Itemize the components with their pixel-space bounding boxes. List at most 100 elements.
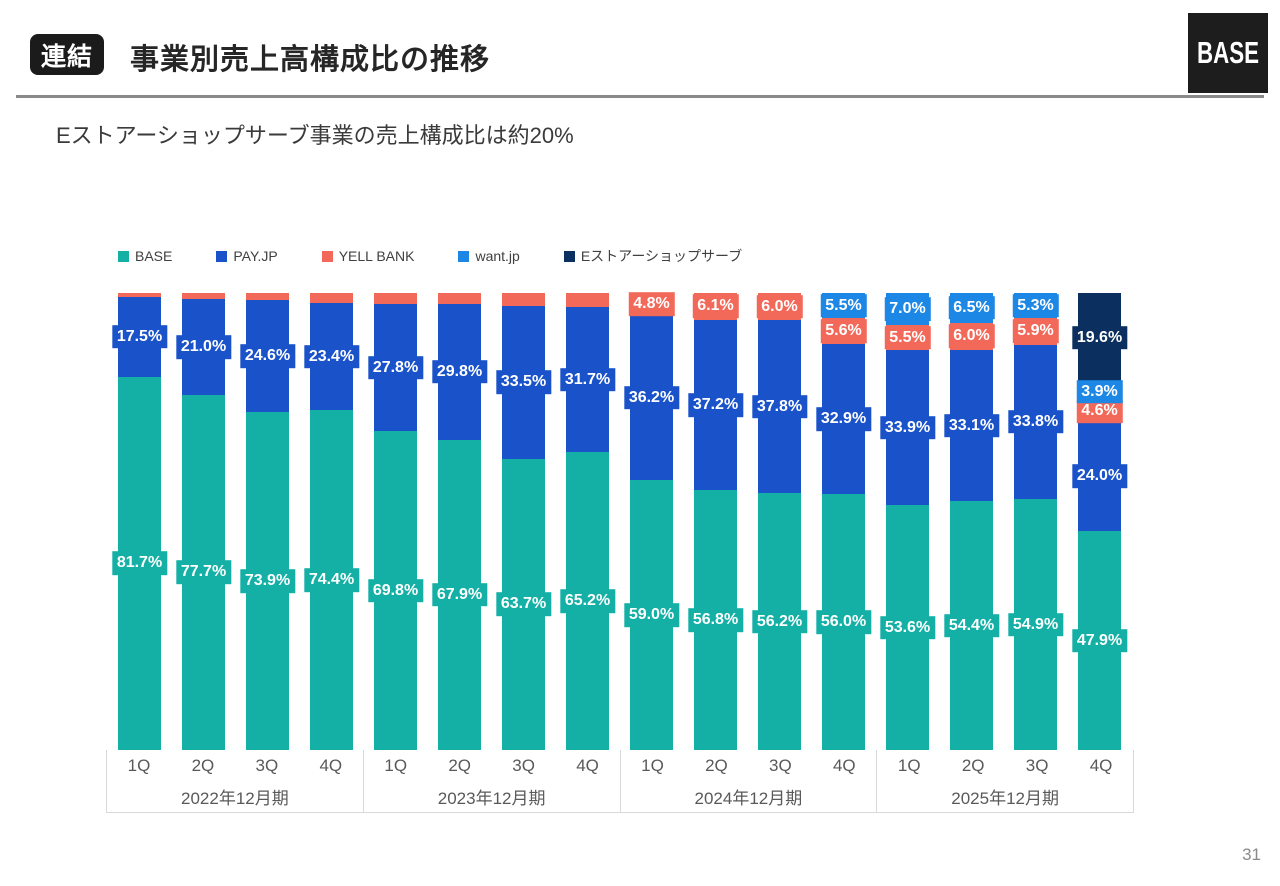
bar-4q-2023年12月期: 65.2% 31.7% (559, 293, 616, 750)
axis-label-2q-2022年12月期: 2Q (191, 755, 215, 775)
segment-base: 56.2% (751, 493, 808, 750)
bar-1q-2022年12月期: 81.7% 17.5% (111, 293, 168, 750)
value-label-base: 63.7% (495, 592, 552, 617)
value-label-want-jp: 6.5% (948, 296, 995, 320)
segment-want-jp: 3.9% (1076, 379, 1123, 404)
segment-base: 69.8% (367, 431, 424, 750)
value-label-yell-bank: 6.0% (948, 324, 995, 349)
segment-base: 74.4% (303, 410, 360, 750)
legend-label-want-jp: want.jp (475, 248, 520, 264)
legend-label-e-store-shopserve: Eストアーショップサーブ (580, 248, 743, 264)
consolidated-badge: 連結 (30, 34, 104, 75)
segment-pay-jp: 32.9% (815, 343, 872, 495)
bar-4q-2025年12月期: 47.9% 24.0% 4.6% 3.9% 19.6% (1071, 293, 1128, 750)
segment-yell-bank: 6.0% (756, 293, 803, 321)
legend-color-chip-pay-jp (216, 250, 228, 262)
segment-pay-jp: 37.2% (687, 320, 744, 491)
segment-pay-jp: 37.8% (751, 320, 808, 494)
axis-label-2q-2023年12月期: 2Q (448, 755, 471, 775)
legend-item-pay-jp: PAY.JP (216, 248, 278, 264)
value-label-pay-jp: 27.8% (367, 355, 424, 380)
segment-pay-jp: 33.8% (1007, 344, 1064, 500)
value-label-yell-bank: 5.6% (820, 319, 867, 343)
segment-base: 65.2% (559, 452, 616, 750)
value-label-base: 59.0% (623, 603, 680, 627)
axis-quarter-row-2024年12月期: 1Q 2Q 3Q 4Q (621, 750, 877, 781)
axis-label-1q-2023年12月期: 1Q (384, 755, 408, 775)
segment-pay-jp: 36.2% (623, 314, 680, 481)
axis-year-label-2025年12月期: 2025年12月期 (951, 789, 1059, 809)
axis-label-3q-2025年12月期: 3Q (1025, 755, 1049, 775)
x-axis: 1Q 2Q 3Q 4Q 2022年12月期 1Q 2Q 3Q 4Q 2023年12月期 1Q 2Q 3Q… (106, 750, 1134, 813)
header-divider (16, 95, 1264, 98)
value-label-yell-bank: 5.9% (1012, 319, 1059, 343)
value-label-yell-bank: 6.1% (692, 294, 739, 319)
legend-item-base: BASE (118, 248, 172, 264)
axis-label-1q-2024年12月期: 1Q (641, 755, 664, 775)
value-label-pay-jp: 33.9% (879, 415, 936, 440)
segment-yell-bank: 5.9% (1012, 317, 1059, 345)
segment-pay-jp: 24.6% (239, 299, 296, 413)
page-title: 事業別売上高構成比の推移 (130, 44, 491, 76)
base-logo: BASE (1188, 13, 1268, 93)
value-label-base: 73.9% (239, 569, 296, 593)
segment-yell-bank (566, 293, 609, 308)
value-label-pay-jp: 37.2% (687, 393, 744, 418)
value-label-yell-bank: 4.8% (628, 292, 675, 316)
value-label-base: 56.2% (751, 609, 808, 634)
axis-quarter-row-2025年12月期: 1Q 2Q 3Q 4Q (877, 750, 1133, 781)
axis-year-label-2023年12月期: 2023年12月期 (437, 789, 546, 809)
value-label-pay-jp: 24.6% (239, 344, 296, 368)
segment-base: 47.9% (1071, 531, 1128, 750)
value-label-pay-jp: 29.8% (431, 359, 488, 384)
value-label-pay-jp: 33.8% (1007, 410, 1064, 434)
axis-year-label-2024年12月期: 2024年12月期 (694, 789, 803, 809)
value-label-base: 56.0% (815, 610, 872, 634)
value-label-want-jp: 5.3% (1012, 293, 1059, 318)
bar-2q-2023年12月期: 67.9% 29.8% (431, 293, 488, 750)
axis-group-2023年12月期: 1Q 2Q 3Q 4Q 2023年12月期 (364, 750, 621, 812)
value-label-want-jp: 5.5% (820, 293, 867, 318)
value-label-yell-bank: 4.6% (1076, 399, 1123, 423)
chart-legend: BASE PAY.JP YELL BANK want.jp Eストアーショップサーブ (118, 246, 742, 266)
segment-yell-bank: 5.6% (820, 318, 867, 344)
segment-pay-jp: 27.8% (367, 303, 424, 432)
segment-yell-bank (310, 293, 353, 304)
bar-2q-2025年12月期: 54.4% 33.1% 6.0% 6.5% (943, 293, 1000, 750)
value-label-pay-jp: 32.9% (815, 407, 872, 431)
legend-label-base: BASE (135, 248, 173, 264)
segment-yell-bank: 4.8% (628, 292, 675, 316)
value-label-base: 77.7% (175, 560, 232, 585)
base-logo-text: BASE (1196, 35, 1260, 70)
bar-3q-2023年12月期: 63.7% 33.5% (495, 293, 552, 750)
bar-4q-2024年12月期: 56.0% 32.9% 5.6% 5.5% (815, 293, 872, 750)
segment-want-jp: 5.3% (1012, 293, 1059, 318)
segment-base: 67.9% (431, 439, 488, 750)
segment-base: 59.0% (623, 480, 680, 750)
plot-area: 81.7% 17.5% 77.7% 21.0% 73.9% 24.6% 74.4% 23.4%… (106, 292, 1134, 750)
value-label-want-jp: 3.9% (1076, 379, 1123, 404)
legend-color-chip-e-store-shopserve (563, 250, 575, 262)
segment-base: 56.0% (815, 494, 872, 750)
value-label-base: 56.8% (687, 608, 744, 633)
axis-label-4q-2023年12月期: 4Q (576, 755, 599, 775)
value-label-pay-jp: 37.8% (751, 395, 808, 419)
value-label-base: 54.9% (1007, 612, 1064, 637)
value-label-pay-jp: 21.0% (175, 335, 232, 359)
axis-label-2q-2024年12月期: 2Q (705, 755, 728, 775)
value-label-base: 54.4% (943, 613, 1000, 638)
value-label-pay-jp: 17.5% (111, 324, 168, 349)
segment-yell-bank: 6.0% (948, 322, 995, 351)
segment-yell-bank (502, 293, 545, 306)
segment-base: 81.7% (111, 376, 168, 750)
bar-1q-2023年12月期: 69.8% 27.8% (367, 293, 424, 750)
value-label-base: 69.8% (367, 578, 424, 603)
bar-2q-2024年12月期: 56.8% 37.2% 6.1% (687, 292, 744, 750)
bar-3q-2024年12月期: 56.2% 37.8% 6.0% (751, 293, 808, 750)
bar-1q-2024年12月期: 59.0% 36.2% 4.8% (623, 292, 680, 750)
axis-label-4q-2022年12月期: 4Q (319, 755, 343, 775)
legend-item-e-store-shopserve: Eストアーショップサーブ (563, 246, 743, 266)
segment-base: 54.9% (1007, 499, 1064, 750)
value-label-base: 81.7% (111, 551, 168, 576)
bar-4q-2022年12月期: 74.4% 23.4% (303, 293, 360, 750)
